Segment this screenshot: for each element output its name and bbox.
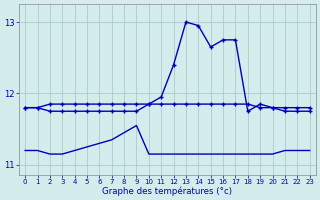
X-axis label: Graphe des températures (°c): Graphe des températures (°c) xyxy=(102,186,232,196)
